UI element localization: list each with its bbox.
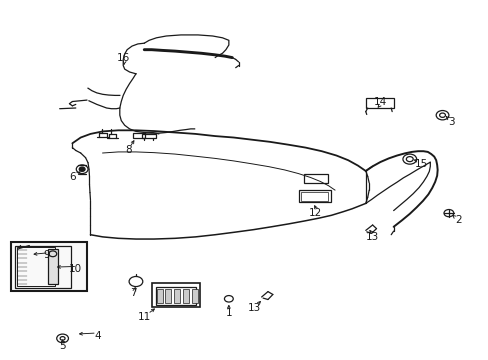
Text: 8: 8 <box>124 145 131 156</box>
Bar <box>17 247 55 286</box>
Bar <box>304 174 327 183</box>
Text: 5: 5 <box>59 341 66 351</box>
Bar <box>48 249 58 284</box>
Text: 7: 7 <box>129 288 136 298</box>
Bar <box>11 242 86 291</box>
Text: 6: 6 <box>69 172 76 182</box>
Bar <box>15 246 71 288</box>
Bar <box>174 289 180 303</box>
Bar <box>191 289 197 303</box>
Circle shape <box>79 167 85 171</box>
Bar <box>301 192 327 201</box>
Text: 9: 9 <box>43 250 50 260</box>
Bar <box>183 289 189 303</box>
Text: 13: 13 <box>247 303 261 313</box>
Bar <box>365 98 393 108</box>
Text: 4: 4 <box>94 330 101 341</box>
Bar <box>299 190 330 202</box>
Text: 10: 10 <box>69 264 82 274</box>
Text: 14: 14 <box>373 96 386 107</box>
Bar <box>133 133 145 138</box>
Text: 1: 1 <box>225 308 232 318</box>
Text: 2: 2 <box>454 215 461 225</box>
Text: 15: 15 <box>414 159 427 169</box>
Text: 13: 13 <box>365 232 379 242</box>
Bar <box>155 287 195 305</box>
Text: 16: 16 <box>116 53 130 63</box>
Bar <box>157 289 163 303</box>
Text: 12: 12 <box>308 208 322 218</box>
Bar <box>151 283 200 307</box>
Text: 3: 3 <box>447 117 454 127</box>
Bar <box>142 134 155 138</box>
Bar <box>165 289 171 303</box>
Text: 11: 11 <box>137 312 151 322</box>
